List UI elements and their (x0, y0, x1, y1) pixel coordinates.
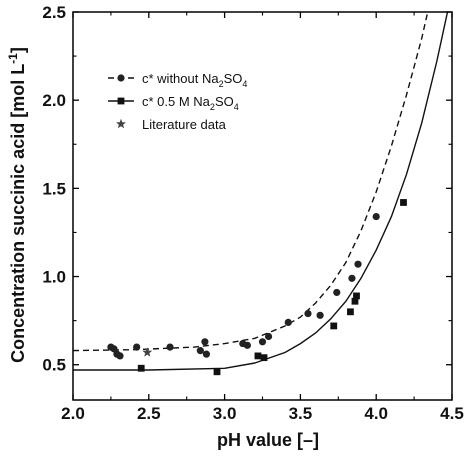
series-2-point-5 (330, 322, 338, 330)
legend-marker-2 (117, 97, 125, 105)
y-axis-title: Concentration succinic acid [mol L-1] (6, 47, 28, 363)
series-1-point-4 (116, 352, 124, 360)
series-1-point-6 (166, 343, 174, 351)
legend-marker-3 (116, 118, 126, 129)
series-1-point-12 (258, 338, 267, 346)
series-2-point-7 (351, 297, 359, 305)
x-tick-label-1: 2.0 (61, 404, 85, 423)
x-tick-label-3: 3.0 (213, 404, 237, 423)
series-1-point-18 (348, 274, 356, 282)
series-2-point-4 (260, 354, 268, 362)
y-tick-label-5: 2.5 (42, 3, 66, 22)
series-1-point-5 (133, 343, 141, 351)
y-tick-label-3: 1.5 (42, 179, 66, 198)
series-2-point-3 (254, 352, 262, 360)
fit-curves (73, 12, 449, 371)
series-1-point-20 (372, 212, 380, 221)
x-tick-label-4: 3.5 (289, 404, 313, 423)
series-2-point-1 (137, 364, 145, 372)
series-1-point-11 (243, 341, 251, 349)
series-1-point-17 (333, 288, 341, 297)
y-tick-label-4: 2.0 (42, 91, 66, 110)
series-1-point-19 (354, 260, 362, 268)
legend-marker-1 (117, 74, 125, 82)
x-tick-label-5: 4.0 (364, 404, 388, 423)
legend-entry-3: Literature data (142, 117, 227, 132)
series-2-point-8 (353, 292, 360, 300)
series-1-point-15 (304, 309, 312, 318)
series-3-point-1 (142, 347, 153, 357)
y-tick-label-1: 0.5 (42, 356, 66, 375)
series-1-point-8 (201, 338, 209, 346)
legend-entry-1: c* without Na2SO4 (142, 71, 247, 89)
y-tick-label-2: 1.0 (42, 268, 66, 287)
series-2-point-6 (347, 308, 354, 316)
axes: 2.0 2.5 3.0 3.5 4.0 4.5 0.5 1.0 1.5 2.0 2.5 (42, 3, 463, 423)
series-1-point-2 (110, 345, 118, 353)
x-tick-label-6: 4.5 (440, 404, 464, 423)
x-axis-title: pH value [–] (217, 430, 319, 450)
legend-entry-2: c* 0.5 M Na2SO4 (142, 94, 239, 112)
fit-curve-1 (73, 12, 429, 352)
series-1-point-9 (202, 350, 211, 358)
series-1-point-16 (316, 311, 324, 319)
data-markers (107, 199, 407, 376)
x-tick-label-2: 2.5 (137, 404, 161, 423)
series-1-point-14 (284, 318, 292, 326)
series-2-point-2 (213, 368, 221, 376)
series-2-point-9 (400, 199, 407, 206)
series-1-point-13 (264, 332, 273, 341)
fit-curve-2 (73, 12, 449, 371)
series-1-point-7 (196, 347, 204, 355)
legend: c* without Na2SO4 c* 0.5 M Na2SO4 Literatu… (108, 71, 247, 132)
